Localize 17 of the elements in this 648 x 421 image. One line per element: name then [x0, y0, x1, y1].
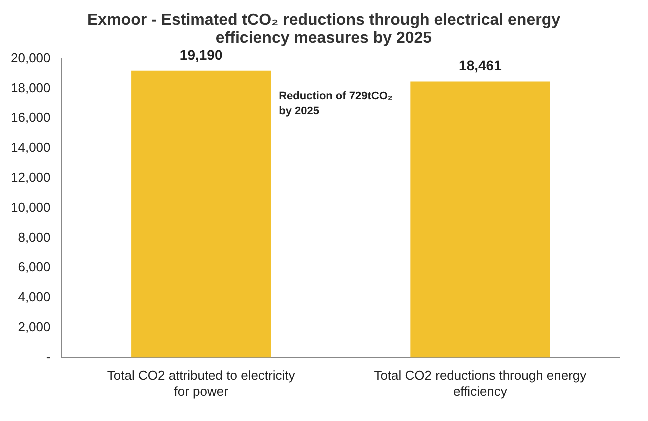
chart-title: Exmoor - Estimated tCO₂ reductions through electrical energy efficiency measures by 2025 — [86, 11, 562, 48]
annotation: Reduction of 729tCO₂ by 2025 — [279, 90, 393, 118]
y-tick-label: 4,000 — [18, 290, 51, 305]
y-tick-label: 16,000 — [10, 110, 51, 126]
data-label: 18,461 — [459, 58, 502, 74]
y-tick-label: 18,000 — [10, 80, 51, 96]
y-tick-label: 6,000 — [18, 260, 51, 275]
y-tick-label: 10,000 — [10, 200, 51, 215]
y-tick-label: 14,000 — [10, 140, 51, 156]
y-tick-label: 8,000 — [18, 230, 51, 245]
y-tick-label: 12,000 — [10, 170, 51, 185]
y-tick-label: 2,000 — [18, 319, 51, 334]
y-tick-label: 20,000 — [10, 50, 51, 66]
x-tick-label: Total CO2 attributed to electricity for power — [107, 368, 296, 399]
y-tick-label: - — [46, 349, 51, 364]
x-tick-label: Total CO2 reductions through energy efficiency — [374, 368, 588, 399]
data-label: 19,190 — [180, 46, 223, 63]
